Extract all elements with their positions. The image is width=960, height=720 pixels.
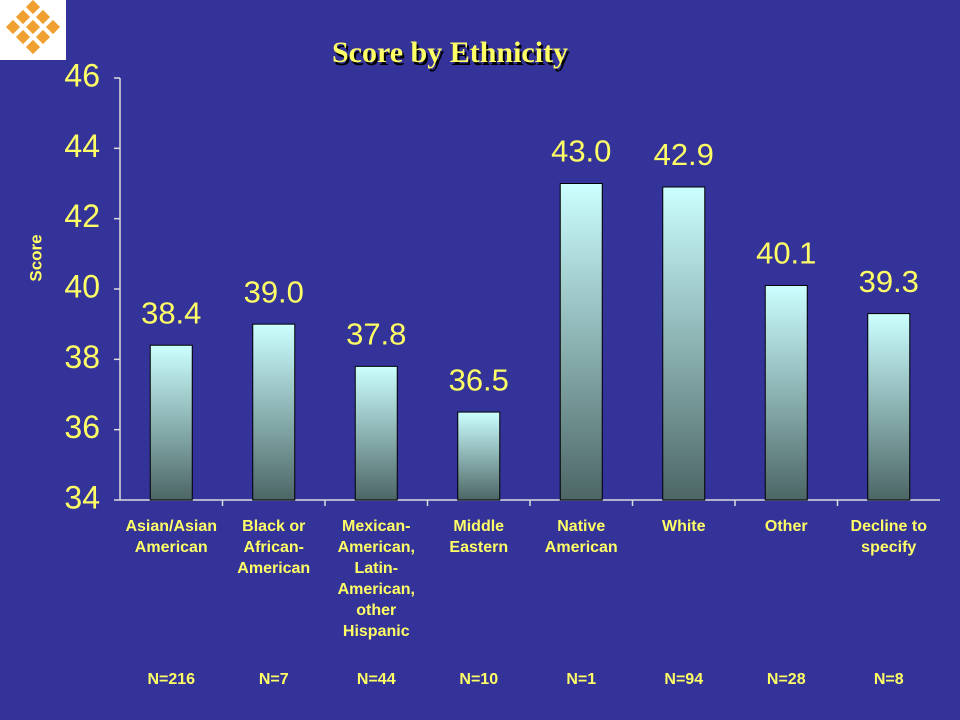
value-label: 38.4 <box>141 295 201 330</box>
value-label: 42.9 <box>654 137 714 172</box>
bar <box>457 411 501 501</box>
n-label: N=7 <box>258 671 289 688</box>
bar <box>252 323 296 501</box>
value-label: 39.3 <box>859 264 919 299</box>
value-label: 40.1 <box>756 236 816 271</box>
y-tick-label: 40 <box>64 268 100 304</box>
x-tick-label: White <box>661 518 706 535</box>
value-label: 36.5 <box>449 362 509 397</box>
n-label: N=216 <box>147 671 196 688</box>
y-tick-label: 42 <box>64 198 100 234</box>
x-tick-label: Mexican-American, Latin-American, other … <box>337 518 415 640</box>
bar <box>662 186 706 501</box>
x-tick-label: Black or African-American <box>237 518 311 577</box>
x-tick-label: Native American <box>544 518 618 556</box>
logo <box>0 0 66 60</box>
y-tick-label: 38 <box>64 339 100 375</box>
x-tick-label: Other <box>764 518 808 535</box>
y-tick-label: 46 <box>64 57 100 93</box>
chart-title: Score by Ethnicity <box>332 36 568 69</box>
n-label: N=28 <box>766 671 806 688</box>
y-axis-label: Score <box>26 234 45 281</box>
bar <box>867 313 911 501</box>
x-tick-label: Asian/Asian American <box>125 518 218 556</box>
value-label: 37.8 <box>346 317 406 352</box>
bar <box>559 183 603 501</box>
n-label: N=10 <box>459 671 499 688</box>
bar <box>149 344 193 501</box>
n-label: N=8 <box>873 671 904 688</box>
value-label: 39.0 <box>244 274 304 309</box>
y-tick-label: 34 <box>64 479 100 515</box>
y-tick-label: 44 <box>64 128 100 164</box>
value-label: 43.0 <box>551 134 611 169</box>
title-shadow: Score by Ethnicity <box>334 39 570 72</box>
n-label: N=94 <box>664 671 704 688</box>
n-label: N=44 <box>356 671 396 688</box>
bar <box>354 365 398 501</box>
n-label: N=1 <box>566 671 597 688</box>
x-tick-label: Decline to specify <box>850 518 927 556</box>
bar <box>764 284 808 501</box>
x-tick-label: Middle Eastern <box>449 518 509 556</box>
y-tick-label: 36 <box>64 409 100 445</box>
